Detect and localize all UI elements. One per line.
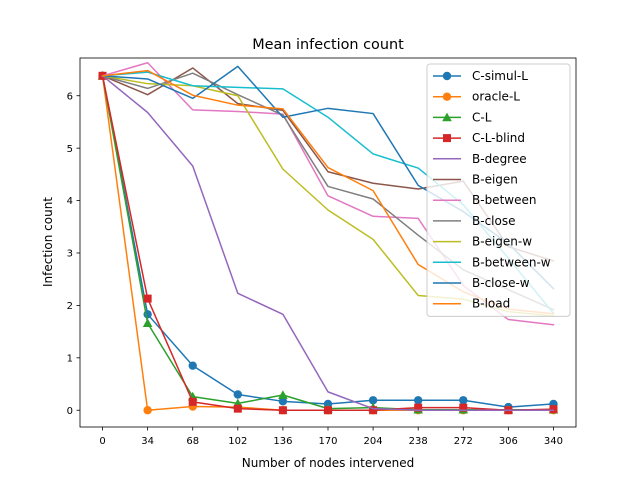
legend-label: B-degree (472, 152, 527, 166)
legend-label: C-simul-L (472, 69, 528, 83)
data-point (143, 294, 152, 303)
data-point (459, 403, 468, 412)
legend-label: C-L (472, 110, 492, 124)
legend-label: B-load (472, 297, 510, 311)
legend-label: B-eigen (472, 173, 518, 187)
data-point (414, 403, 423, 412)
data-point (459, 396, 468, 405)
legend-item: B-close (433, 214, 515, 228)
data-point (324, 406, 332, 415)
data-point (188, 361, 197, 370)
legend-item: B-load (433, 297, 510, 311)
legend-item: C-L-blind (433, 131, 525, 145)
y-tick-label: 1 (67, 353, 73, 364)
data-point (368, 396, 378, 405)
x-tick-label: 170 (318, 436, 337, 447)
data-point (549, 405, 558, 414)
legend-marker (442, 112, 452, 122)
x-tick-label: 34 (141, 436, 154, 447)
legend-item: C-simul-L (433, 69, 528, 83)
legend-item: oracle-L (433, 90, 520, 104)
legend-label: B-close (472, 214, 515, 228)
x-tick-label: 204 (364, 436, 383, 447)
x-tick-label: 306 (499, 436, 518, 447)
y-tick-label: 3 (67, 249, 73, 260)
data-point (142, 318, 153, 328)
legend-item: B-between-w (433, 255, 551, 269)
legend-label: B-between-w (472, 255, 551, 269)
data-point (233, 390, 243, 399)
legend-item: C-L (433, 110, 492, 124)
legend-marker (442, 71, 452, 81)
legend-marker (443, 134, 451, 143)
x-tick-label: 102 (228, 436, 247, 447)
x-tick-label: 238 (409, 436, 428, 447)
x-axis-label: Number of nodes intervened (242, 456, 414, 470)
data-point (188, 397, 197, 406)
legend: C-simul-L oracle-L C-L C-L-blind B-degree B-e… (426, 63, 571, 317)
x-tick-label: 340 (544, 436, 563, 447)
chart-title: Mean infection count (252, 37, 404, 53)
legend-item: B-between (433, 193, 536, 207)
data-point (369, 406, 378, 415)
data-point (143, 406, 152, 415)
series-line (101, 74, 555, 411)
y-tick-label: 5 (67, 144, 73, 155)
series-c-l-blind (98, 71, 558, 415)
data-point (278, 406, 287, 415)
x-tick-label: 68 (186, 436, 199, 447)
y-tick-label: 6 (67, 91, 73, 102)
legend-label: C-L-blind (472, 131, 525, 145)
legend-label: B-close-w (472, 276, 530, 290)
y-tick-label: 2 (67, 301, 73, 312)
data-point (278, 397, 288, 406)
y-tick-label: 0 (67, 406, 73, 417)
x-tick-label: 136 (273, 436, 292, 447)
legend-label: B-eigen-w (472, 235, 532, 249)
legend-item: B-close-w (433, 276, 530, 290)
x-tick-label: 0 (99, 436, 105, 447)
y-tick-label: 4 (67, 196, 73, 207)
legend-item: B-eigen (433, 173, 518, 187)
legend-label: oracle-L (472, 90, 520, 104)
data-point (143, 310, 152, 319)
y-axis-label: Infection count (41, 197, 55, 287)
legend-marker (442, 92, 452, 101)
legend-item: B-eigen-w (433, 235, 532, 249)
x-tick-label: 272 (454, 436, 473, 447)
data-point (413, 396, 423, 405)
legend-box (426, 63, 571, 317)
series-b-degree (101, 74, 555, 411)
data-point (278, 390, 288, 399)
legend-label: B-between (472, 193, 536, 207)
data-point (233, 404, 242, 413)
legend-item: B-degree (433, 152, 527, 166)
